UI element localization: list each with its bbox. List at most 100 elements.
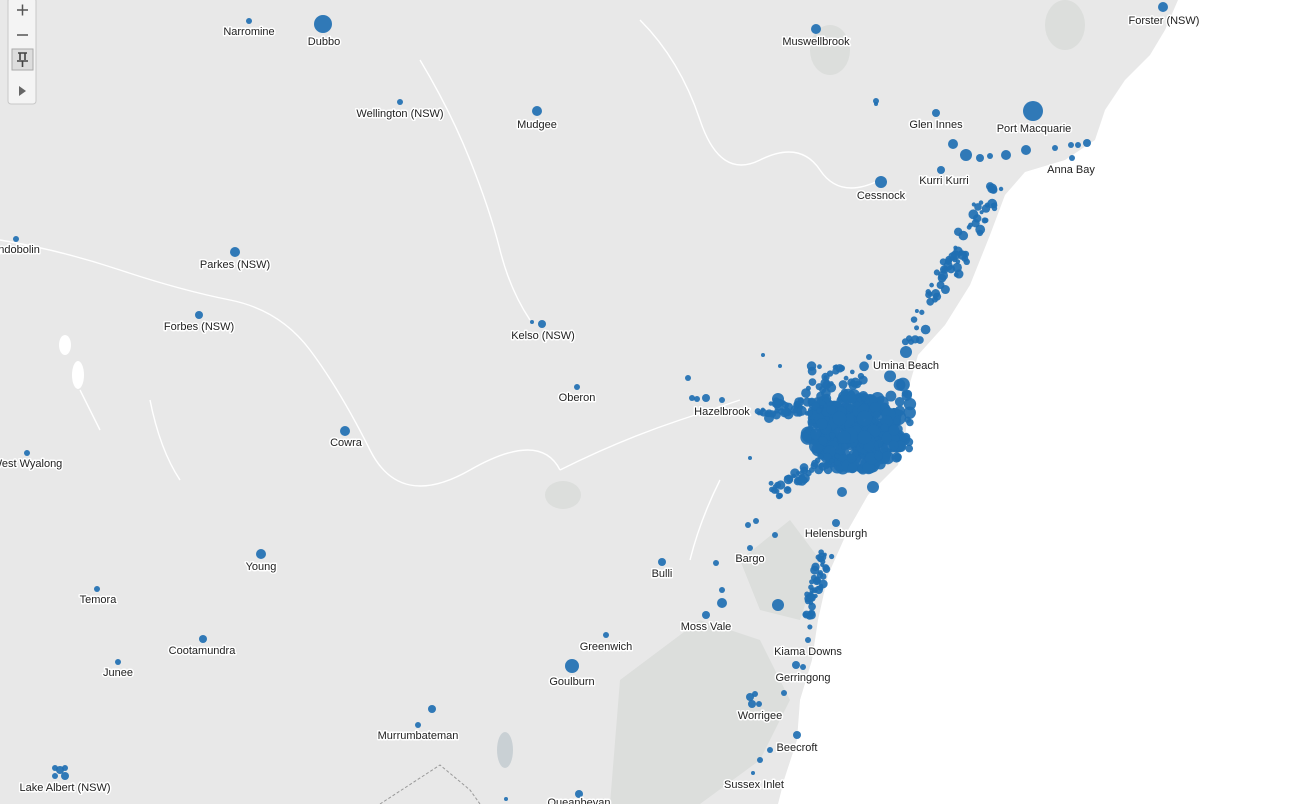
place-label: Anna Bay [1047, 164, 1095, 176]
bubble [811, 562, 820, 571]
bubble [950, 250, 961, 260]
bubble [795, 470, 801, 476]
bubbles [13, 2, 1168, 801]
bubble [808, 600, 814, 605]
bubble [782, 401, 789, 409]
bubble [778, 364, 782, 368]
bubble [888, 440, 899, 451]
bubble [24, 450, 30, 456]
place-label: Cootamundra [169, 645, 237, 657]
bubble [415, 722, 421, 728]
bubble [816, 407, 822, 414]
bubble [246, 18, 252, 24]
bubble [805, 637, 811, 643]
bubble [826, 382, 837, 393]
bubble [752, 691, 758, 697]
bubble [797, 476, 807, 486]
bubble [818, 462, 825, 468]
bubble [1052, 145, 1058, 151]
bubble [891, 433, 900, 443]
bubble [781, 690, 787, 696]
place-label: Gerringong [775, 672, 830, 684]
bubble [920, 324, 931, 335]
place-label: Temora [80, 594, 118, 606]
bubble [783, 474, 794, 485]
bubble [1021, 145, 1031, 155]
bubble [926, 297, 935, 306]
place-label: Junee [103, 667, 133, 679]
place-label: Kelso (NSW) [511, 330, 575, 342]
bubble [772, 532, 778, 538]
bubble [603, 632, 609, 638]
bubble [805, 385, 811, 391]
bubble [932, 109, 940, 117]
bubble [780, 409, 789, 418]
bubble [823, 452, 832, 462]
parks [59, 0, 1085, 804]
bubble [61, 772, 69, 780]
place-label: Goulburn [549, 676, 594, 688]
bubble [857, 372, 865, 380]
place-label: Young [246, 561, 277, 573]
bubble [847, 463, 858, 474]
bubble [976, 229, 984, 237]
pin[interactable] [11, 48, 34, 71]
bubble [893, 453, 902, 462]
bubble [857, 430, 872, 445]
bubble [937, 166, 945, 174]
expand[interactable] [19, 86, 26, 96]
bubble [874, 102, 878, 106]
bubble [807, 624, 813, 630]
bubble [893, 418, 900, 425]
place-label: Condobolin [0, 244, 40, 256]
bubble [829, 458, 835, 464]
bubble [979, 210, 984, 215]
bubble [719, 397, 725, 403]
bubble [838, 380, 848, 389]
bubble [753, 518, 759, 524]
bubble [808, 378, 817, 386]
bubble [230, 247, 240, 257]
bubble [822, 552, 827, 557]
place-label: Murrumbateman [378, 730, 459, 742]
bubble [793, 731, 801, 739]
place-label: Dubbo [308, 36, 340, 48]
bubble [846, 403, 855, 413]
bubble [914, 309, 919, 314]
bubble [717, 598, 727, 608]
place-label: Cessnock [857, 190, 906, 202]
bubble [955, 259, 961, 264]
bubble [13, 236, 19, 242]
bubble [931, 289, 940, 298]
bubble [905, 444, 914, 453]
bubble [837, 430, 851, 444]
bubble [532, 106, 542, 116]
bubble [809, 579, 815, 585]
bubble [785, 486, 791, 492]
bubble [816, 418, 828, 430]
bubble [953, 227, 963, 237]
bubble [1069, 155, 1075, 161]
bubble [340, 426, 350, 436]
bubble [938, 270, 949, 281]
bubble [853, 380, 862, 389]
bubble [829, 432, 836, 439]
bubble [847, 453, 856, 463]
bubble [901, 390, 908, 397]
bubble [764, 413, 774, 423]
place-label: Forbes (NSW) [164, 321, 234, 333]
bubble [832, 519, 840, 527]
bubble [816, 571, 824, 579]
rivers [0, 19, 881, 804]
bubble [929, 282, 934, 288]
place-label: Sussex Inlet [724, 779, 784, 791]
zoom-in[interactable] [17, 4, 28, 16]
bubble [832, 364, 838, 370]
bubble [772, 393, 784, 405]
bubble [774, 488, 780, 494]
bubble [960, 149, 972, 161]
bubble [792, 661, 800, 669]
bubble [745, 522, 751, 528]
bubble [575, 790, 583, 798]
